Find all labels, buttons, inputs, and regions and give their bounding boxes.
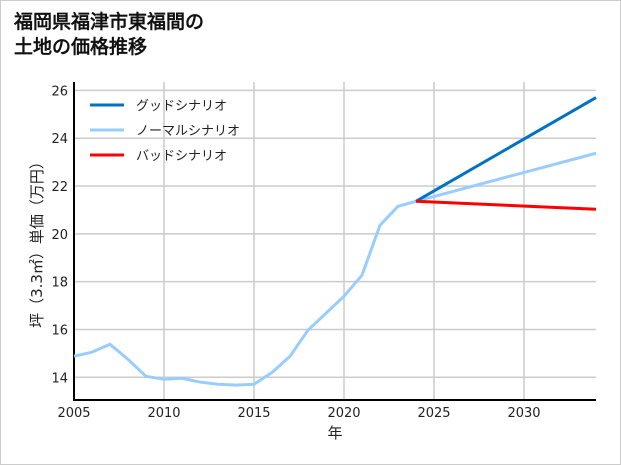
y-tick-label: 24 xyxy=(51,132,68,147)
x-tick-label: 2005 xyxy=(57,406,90,421)
chart-title: 福岡県福津市東福間の 土地の価格推移 xyxy=(14,10,204,60)
x-tick-label: 2015 xyxy=(237,406,270,421)
series-line-2 xyxy=(415,199,597,211)
legend-label-2: バッドシナリオ xyxy=(136,149,227,164)
legend-label-0: グッドシナリオ xyxy=(136,99,227,114)
y-tick-label: 26 xyxy=(51,84,68,99)
series-line-1 xyxy=(73,151,597,387)
x-tick-label: 2010 xyxy=(147,406,180,421)
y-tick-label: 16 xyxy=(51,323,68,338)
title-line-1: 福岡県福津市東福間の xyxy=(14,11,205,33)
x-tick-label: 2025 xyxy=(417,406,450,421)
y-tick-label: 14 xyxy=(51,371,68,386)
y-tick-label: 18 xyxy=(51,276,68,291)
y-tick-label: 20 xyxy=(51,228,68,243)
x-tick-label: 2030 xyxy=(507,406,540,421)
series-line-0 xyxy=(415,96,597,203)
x-tick-label: 2020 xyxy=(327,406,360,421)
y-axis-label: 坪（3.3㎡）単価（万円） xyxy=(28,154,46,328)
x-axis-label: 年 xyxy=(327,424,342,442)
y-tick-label: 22 xyxy=(51,180,68,195)
legend-label-1: ノーマルシナリオ xyxy=(136,124,240,139)
title-line-2: 土地の価格推移 xyxy=(14,36,148,58)
